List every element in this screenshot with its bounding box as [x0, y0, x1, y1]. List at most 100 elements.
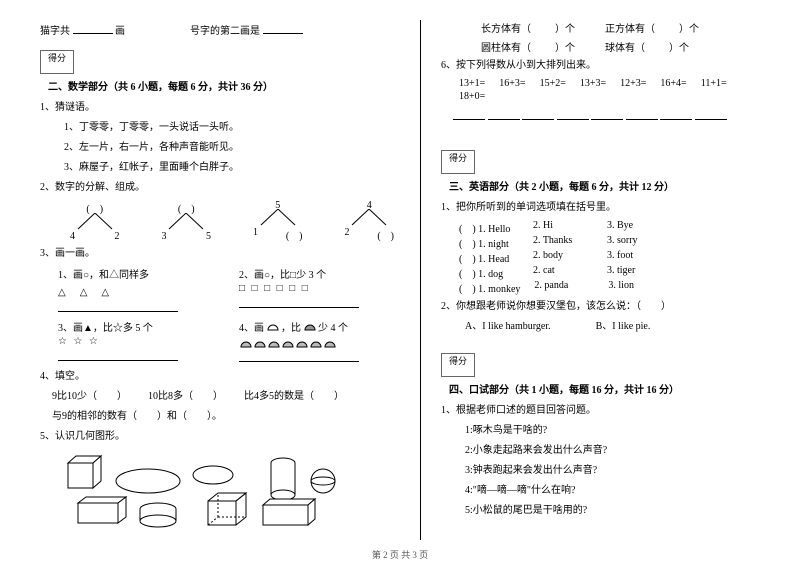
opt: 3. Bye [607, 220, 667, 235]
section-3-header: 三、英语部分（共 2 小题，每题 6 分，共计 12 分） [441, 180, 760, 196]
section-title: 三、英语部分（共 2 小题，每题 6 分，共计 12 分） [449, 182, 674, 193]
e2: 2、你想跟老师说你想要汉堡包，该怎么说：（ ） [441, 299, 760, 315]
text: ） [334, 391, 344, 402]
en-row: ( ) 1. night2. Thanks3. sorry [459, 235, 760, 250]
score-box: 得分 [441, 353, 475, 377]
tree-1: ( ) 42 [64, 200, 126, 242]
section-title: 四、口试部分（共 1 小题，每题 16 分，共计 16 分） [449, 385, 679, 396]
text: ）个 [669, 43, 689, 54]
tree-r: 2 [115, 231, 120, 242]
section-title: 二、数学部分（共 6 小题，每题 6 分，共计 36 分） [48, 82, 273, 93]
calc: 16+3= [499, 78, 525, 89]
o-item: 3:钟表跑起来会发出什么声音? [441, 463, 760, 479]
score-box: 得分 [441, 150, 475, 174]
q1-2: 2、左一片，右一片，各种声音能听见。 [40, 140, 400, 156]
text: 画 [115, 26, 125, 37]
opt: ( ) 1. Head [459, 250, 519, 265]
answer-line [239, 296, 359, 308]
q2: 2、数字的分解、组成。 [40, 180, 400, 196]
blank [263, 24, 303, 34]
en-row: ( ) 1. Hello2. Hi3. Bye [459, 220, 760, 235]
tree-r: ( ) [377, 227, 394, 242]
opt: 2. panda [534, 280, 594, 295]
blank [453, 110, 485, 120]
draw-title: 3、画▲，比☆多 5 个 [58, 319, 219, 334]
draw-cell-3: 3、画▲，比☆多 5 个 ☆ ☆ ☆ [58, 319, 219, 365]
text: ，比 [281, 323, 301, 334]
right-column: 长方体有（）个 正方体有（）个 圆柱体有（）个 球体有（）个 6、按下列得数从小… [441, 20, 760, 540]
opt: ( ) 1. dog [459, 265, 519, 280]
blank [591, 110, 623, 120]
q1-3: 3、麻屋子，红帐子，里面睡个白胖子。 [40, 160, 400, 176]
opt: 3. tiger [607, 265, 667, 280]
shape-row: □ □ □ □ □ □ [239, 283, 400, 294]
tree-l: 3 [162, 231, 167, 242]
en-row: ( ) 1. Head2. body3. foot [459, 250, 760, 265]
opt: 3. foot [607, 250, 667, 265]
blank [626, 110, 658, 120]
q4: 4、填空。 [40, 369, 400, 385]
text: 比4多5的数是（ [244, 391, 314, 402]
text: ）个 [555, 43, 575, 54]
text: 猫字共 [40, 26, 70, 37]
shapes-illustration [58, 453, 400, 534]
draw-title: 2、画○，比□少 3 个 [239, 266, 400, 281]
blank [73, 24, 113, 34]
q3: 3、画一画。 [40, 246, 400, 262]
calc-row: 13+1= 16+3= 15+2= 13+3= 12+3= 16+4= 11+1… [459, 78, 760, 102]
blank [557, 110, 589, 120]
tree-branches-icon [70, 213, 120, 231]
half-circle-icon [267, 321, 279, 331]
o-item: 2:小象走起路来会发出什么声音? [441, 443, 760, 459]
text: 少 4 个 [318, 323, 348, 334]
en-row: ( ) 1. monkey2. panda3. lion [459, 280, 760, 295]
text: 正方体有（ [605, 24, 655, 35]
tree-l: 2 [345, 227, 350, 242]
opt-b: B、I like pie. [596, 321, 651, 332]
text: ）。 [207, 411, 222, 422]
calc: 16+4= [660, 78, 686, 89]
text: 球体有（ [605, 43, 645, 54]
text: ）和（ [157, 411, 187, 422]
blank [488, 110, 520, 120]
half-circles-row-icon [239, 336, 349, 348]
answer-line [239, 350, 359, 362]
opt: 3. sorry [607, 235, 667, 250]
count-item: 圆柱体有（）个 [481, 39, 575, 54]
o-item: 1:啄木鸟是干啥的? [441, 423, 760, 439]
opt-a: A、I like hamburger. [465, 321, 551, 332]
text: 长方体有（ [481, 24, 531, 35]
draw-cell-2: 2、画○，比□少 3 个 □ □ □ □ □ □ [239, 266, 400, 315]
score-box: 得分 [40, 50, 74, 74]
q4-row2: 与9的相邻的数有（ ）和（ ）。 [40, 409, 400, 425]
column-divider [420, 20, 421, 540]
opt: 3. lion [608, 280, 668, 295]
geometric-shapes-icon [58, 453, 338, 531]
calc: 12+3= [620, 78, 646, 89]
shape-count-row-2: 圆柱体有（）个 球体有（ ）个 [481, 39, 760, 54]
calc: 18+0= [459, 91, 485, 102]
spacer [441, 130, 760, 144]
q1-1: 1、丁零零，丁零零，一头说话一头听。 [40, 120, 400, 136]
answer-line [58, 300, 178, 312]
text: 10比8多（ [148, 391, 193, 402]
tree-branches-icon [253, 209, 303, 227]
page-footer: 第 2 页 共 3 页 [0, 548, 800, 561]
half-circle-filled-icon [304, 321, 316, 331]
blank [660, 110, 692, 120]
sort-line [441, 110, 760, 126]
calc: 15+2= [540, 78, 566, 89]
blank [522, 110, 554, 120]
tree-branches-icon [344, 209, 394, 227]
calc: 13+3= [580, 78, 606, 89]
opt: ( ) 1. night [459, 235, 519, 250]
shape-row: △ △ △ [58, 283, 219, 298]
spacer [441, 339, 760, 347]
tree-l: 1 [253, 227, 258, 242]
o-item: 4:"嘀—嘀—嘀"什么在响? [441, 483, 760, 499]
page-container: 猫字共 画 号字的第二画是 得分 二、数学部分（共 6 小题，每题 6 分，共计… [40, 20, 760, 540]
left-column: 猫字共 画 号字的第二画是 得分 二、数学部分（共 6 小题，每题 6 分，共计… [40, 20, 400, 540]
calc: 11+1= [701, 78, 727, 89]
text: 与9的相邻的数有（ [52, 411, 137, 422]
tree-4: 4 2( ) [339, 200, 401, 242]
